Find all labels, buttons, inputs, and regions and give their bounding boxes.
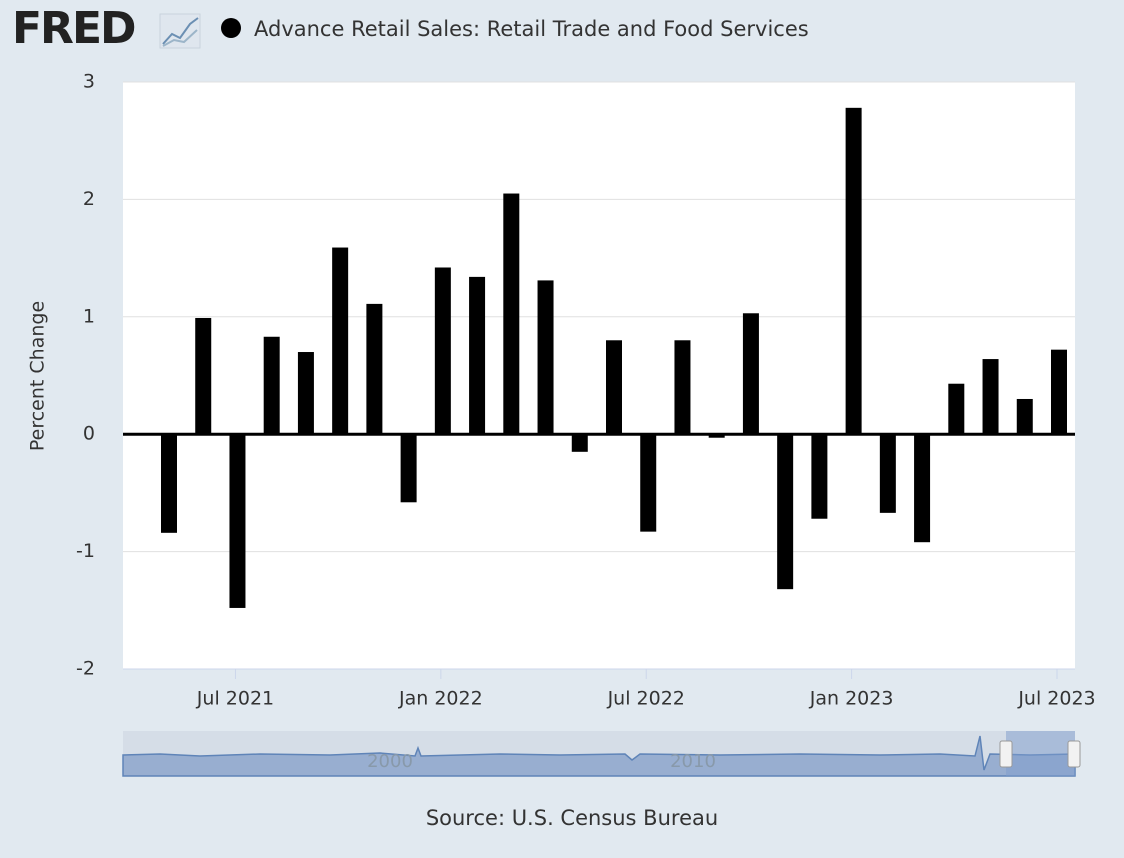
y-tick-label: -1 [76,540,95,562]
bar [297,352,314,435]
x-tick-label: Jul 2022 [607,688,685,710]
bar [366,303,383,435]
bar [195,317,212,435]
bar [640,434,657,532]
y-tick-label: 2 [83,188,95,210]
plot-area [123,82,1075,669]
logo-icon [159,13,201,49]
bar [674,340,691,435]
x-tick-label: Jan 2023 [809,688,894,710]
bar [400,434,417,503]
bar [606,340,622,435]
bar [811,434,828,519]
navigator-label: 2010 [670,751,716,772]
bar [879,434,896,513]
bar [571,434,588,452]
bar [742,313,759,435]
y-tick-label: 1 [83,305,95,327]
x-tick-label: Jul 2023 [1017,688,1095,710]
navigator-label: 2000 [367,751,413,772]
bar [845,107,862,435]
bar [263,336,280,435]
bar [1016,398,1033,435]
bar [948,383,965,435]
bar [332,247,349,435]
legend-label: Advance Retail Sales: Retail Trade and F… [254,17,809,41]
source: Source: U.S. Census Bureau [426,806,718,830]
x-tick-label: Jul 2021 [196,688,274,710]
navigator: 2000 2010 [122,731,1081,777]
y-tick-label: 0 [83,423,95,445]
bar [914,434,931,543]
bar [503,193,520,435]
y-axis-label: Percent Change [27,301,49,451]
x-tick-label: Jan 2022 [398,688,483,710]
y-tick-label: -2 [76,658,95,680]
y-tick-label: 3 [83,71,95,93]
bar [229,434,246,608]
bar [708,434,725,438]
bar [469,276,486,435]
logo: FRED [12,3,135,54]
bar [434,267,451,435]
legend-marker [221,18,241,38]
bar [537,280,554,435]
bar [982,359,999,435]
bar [777,434,794,590]
bar [1051,349,1067,435]
bar [161,434,177,533]
